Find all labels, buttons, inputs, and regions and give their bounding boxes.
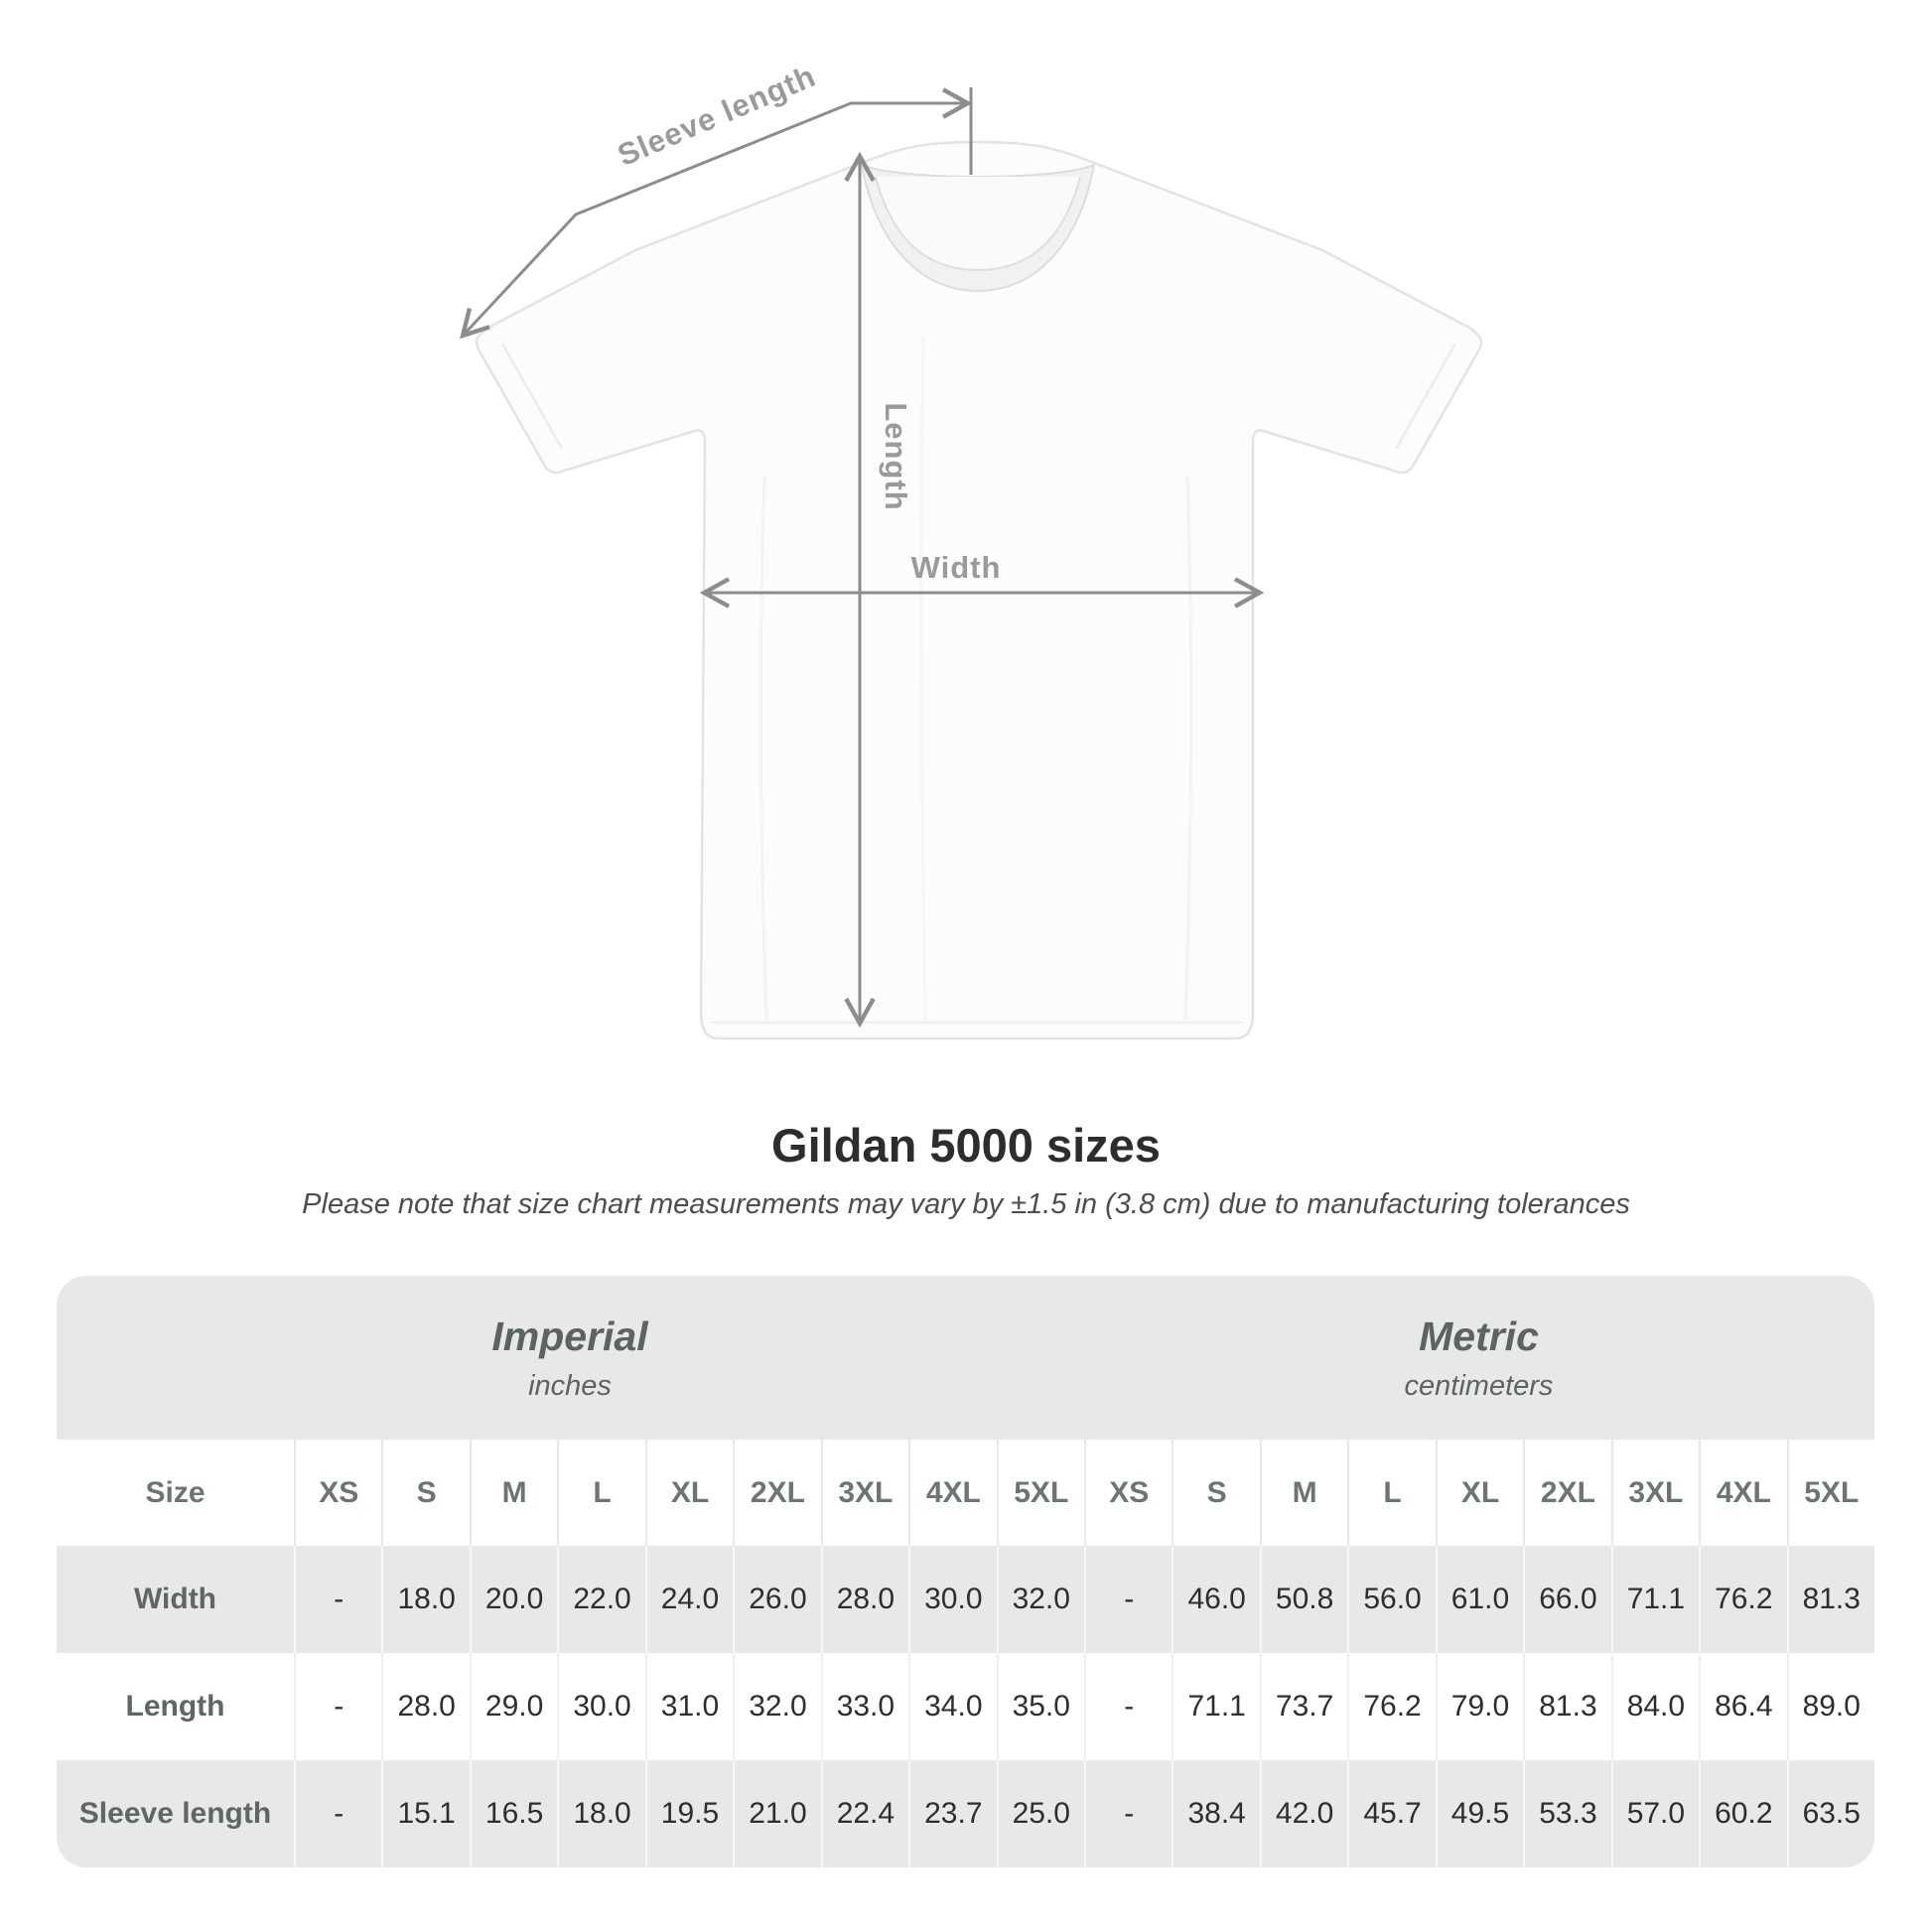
- length-label: Length: [879, 402, 913, 510]
- header-cell: 2XL: [1523, 1440, 1610, 1546]
- table-cell: 60.2: [1699, 1760, 1786, 1867]
- table-cell: 71.1: [1172, 1653, 1259, 1760]
- table-cell: -: [294, 1653, 381, 1760]
- table-cell: 79.0: [1435, 1653, 1523, 1760]
- table-cell: 63.5: [1786, 1760, 1874, 1867]
- table-cell: 89.0: [1786, 1653, 1874, 1760]
- table-cell: 16.5: [469, 1760, 557, 1867]
- header-cell: 5XL: [1786, 1440, 1874, 1546]
- metric-unit: centimeters: [1404, 1369, 1554, 1402]
- table-cell: 81.3: [1786, 1546, 1874, 1653]
- table-cell: 19.5: [644, 1760, 733, 1867]
- table-cell: 18.0: [557, 1760, 644, 1867]
- table-cell: 81.3: [1523, 1653, 1610, 1760]
- table-cell: 61.0: [1435, 1546, 1523, 1653]
- header-cell: 4XL: [908, 1440, 996, 1546]
- table-cell: 45.7: [1347, 1760, 1435, 1867]
- table-cell: 24.0: [644, 1546, 733, 1653]
- table-cell: 46.0: [1172, 1546, 1259, 1653]
- header-cell: L: [1347, 1440, 1435, 1546]
- table-cell: 73.7: [1259, 1653, 1347, 1760]
- page-title: Gildan 5000 sizes: [771, 1119, 1161, 1172]
- header-cell: 3XL: [1610, 1440, 1699, 1546]
- table-cell: 35.0: [996, 1653, 1084, 1760]
- row-label: Width: [133, 1583, 217, 1615]
- table-row-sleeve-length: Sleeve length - 15.1 16.5 18.0 19.5 21.0…: [57, 1760, 1874, 1867]
- tolerance-note: Please note that size chart measurements…: [302, 1188, 1630, 1220]
- table-cell: 76.2: [1699, 1546, 1786, 1653]
- table-cell: 32.0: [996, 1546, 1084, 1653]
- table-cell: 29.0: [469, 1653, 557, 1760]
- table-cell: -: [294, 1546, 381, 1653]
- imperial-header: Imperial inches: [57, 1276, 1083, 1440]
- header-cell: M: [469, 1440, 557, 1546]
- unit-header-row: Imperial inches Metric centimeters: [57, 1276, 1874, 1440]
- width-label: Width: [911, 550, 1002, 585]
- row-label: Length: [125, 1690, 225, 1723]
- table-cell: 30.0: [908, 1546, 996, 1653]
- header-cell: 4XL: [1699, 1440, 1786, 1546]
- header-cell: XL: [644, 1440, 733, 1546]
- table-cell: 22.4: [820, 1760, 908, 1867]
- header-cell: XS: [294, 1440, 381, 1546]
- table-row-length: Length - 28.0 29.0 30.0 31.0 32.0 33.0 3…: [57, 1653, 1874, 1760]
- header-cell: XS: [1083, 1440, 1172, 1546]
- table-cell: 53.3: [1523, 1760, 1610, 1867]
- header-cell: M: [1259, 1440, 1347, 1546]
- size-table: Imperial inches Metric centimeters Size …: [57, 1276, 1874, 1867]
- header-cell: 3XL: [820, 1440, 908, 1546]
- table-cell: -: [1083, 1760, 1172, 1867]
- table-cell: 57.0: [1610, 1760, 1699, 1867]
- row-label: Sleeve length: [78, 1797, 272, 1830]
- table-cell: 42.0: [1259, 1760, 1347, 1867]
- imperial-unit: inches: [528, 1369, 612, 1402]
- table-cell: 33.0: [820, 1653, 908, 1760]
- table-cell: 76.2: [1347, 1653, 1435, 1760]
- header-cell: XL: [1435, 1440, 1523, 1546]
- table-cell: 23.7: [908, 1760, 996, 1867]
- metric-header: Metric centimeters: [1083, 1276, 1874, 1440]
- table-cell: -: [1083, 1653, 1172, 1760]
- tshirt-diagram: Sleeve length Length Width: [460, 59, 1483, 1040]
- table-cell: 38.4: [1172, 1760, 1259, 1867]
- header-cell: S: [1172, 1440, 1259, 1546]
- header-cell: 5XL: [996, 1440, 1084, 1546]
- size-column-header: Size: [145, 1475, 206, 1509]
- table-cell: 50.8: [1259, 1546, 1347, 1653]
- metric-title: Metric: [1419, 1312, 1539, 1359]
- table-cell: 20.0: [469, 1546, 557, 1653]
- table-cell: 30.0: [557, 1653, 644, 1760]
- table-cell: 71.1: [1610, 1546, 1699, 1653]
- sleeve-length-label: Sleeve length: [613, 59, 821, 173]
- table-cell: 56.0: [1347, 1546, 1435, 1653]
- size-header-row: Size XS S M L XL 2XL 3XL 4XL 5XL XS S M …: [57, 1440, 1874, 1546]
- table-cell: 66.0: [1523, 1546, 1610, 1653]
- table-cell: 28.0: [381, 1653, 469, 1760]
- header-cell: S: [381, 1440, 469, 1546]
- tshirt-image: [475, 140, 1483, 1040]
- table-cell: 28.0: [820, 1546, 908, 1653]
- table-cell: -: [294, 1760, 381, 1867]
- table-row-width: Width - 18.0 20.0 22.0 24.0 26.0 28.0 30…: [57, 1546, 1874, 1653]
- table-cell: 31.0: [644, 1653, 733, 1760]
- table-cell: 18.0: [381, 1546, 469, 1653]
- table-cell: 26.0: [733, 1546, 820, 1653]
- table-cell: 15.1: [381, 1760, 469, 1867]
- imperial-title: Imperial: [491, 1312, 648, 1359]
- table-cell: 21.0: [733, 1760, 820, 1867]
- header-cell: L: [557, 1440, 644, 1546]
- table-cell: -: [1083, 1546, 1172, 1653]
- title-block: Gildan 5000 sizes Please note that size …: [0, 1118, 1932, 1221]
- table-cell: 84.0: [1610, 1653, 1699, 1760]
- header-cell: 2XL: [733, 1440, 820, 1546]
- table-cell: 22.0: [557, 1546, 644, 1653]
- table-cell: 32.0: [733, 1653, 820, 1760]
- table-cell: 49.5: [1435, 1760, 1523, 1867]
- table-cell: 25.0: [996, 1760, 1084, 1867]
- sleeve-length-arrow: [460, 87, 973, 340]
- table-cell: 86.4: [1699, 1653, 1786, 1760]
- table-cell: 34.0: [908, 1653, 996, 1760]
